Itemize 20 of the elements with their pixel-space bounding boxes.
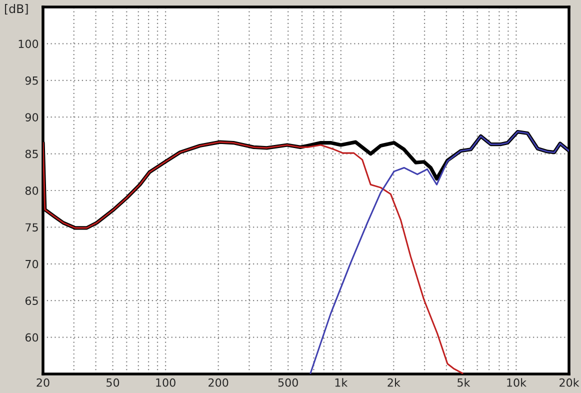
- y-tick-label: 95: [25, 76, 38, 85]
- x-tick-label: 20: [36, 378, 50, 387]
- x-tick-label: 20k: [560, 378, 580, 387]
- y-tick-label: 60: [25, 333, 38, 342]
- x-tick-label: 5k: [458, 378, 470, 387]
- y-axis-title: [dB]: [5, 4, 28, 15]
- x-tick-label: 1k: [335, 378, 348, 387]
- y-tick-label: 90: [25, 113, 38, 122]
- x-tick-label: 2k: [388, 378, 400, 387]
- y-tick-label: 80: [25, 186, 38, 195]
- x-tick-label: 10k: [507, 378, 526, 387]
- y-tick-label: 75: [26, 223, 38, 232]
- y-tick-label: 100: [18, 40, 38, 48]
- y-tick-label: 85: [25, 150, 38, 158]
- x-tick-label: 200: [208, 378, 228, 387]
- x-tick-label: 50: [106, 378, 120, 387]
- x-tick-label: 500: [278, 378, 298, 387]
- y-tick-label: 70: [26, 260, 38, 268]
- y-tick-label: 65: [25, 296, 38, 305]
- x-tick-label: 100: [156, 378, 176, 387]
